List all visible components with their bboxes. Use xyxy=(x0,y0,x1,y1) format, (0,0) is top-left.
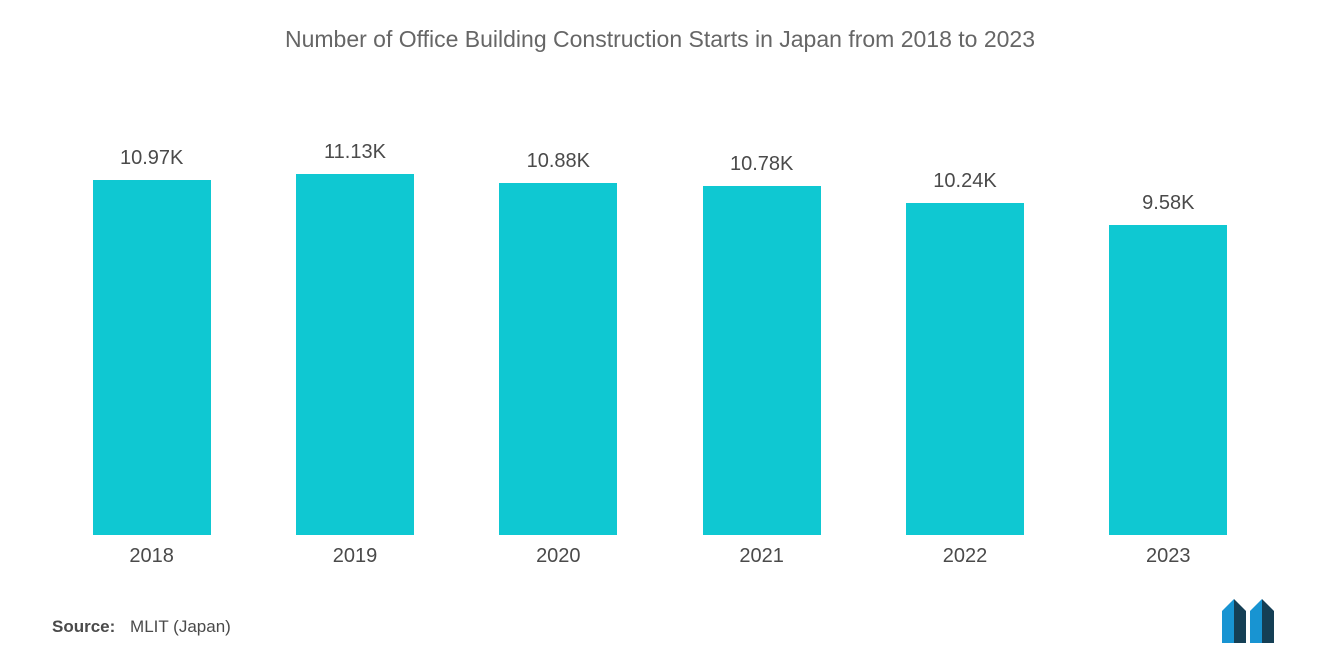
x-tick-label: 2021 xyxy=(660,545,863,568)
bar xyxy=(1109,225,1227,535)
brand-logo xyxy=(1220,597,1292,645)
bar-value-label: 10.78K xyxy=(660,153,863,176)
bar-column: 10.88K xyxy=(457,130,660,535)
bar-value-label: 10.97K xyxy=(50,147,253,170)
source-text: MLIT (Japan) xyxy=(130,617,231,636)
bar xyxy=(703,186,821,535)
x-tick-label: 2023 xyxy=(1067,545,1270,568)
source-label: Source: xyxy=(52,617,115,636)
bar xyxy=(906,203,1024,535)
logo-shape-4 xyxy=(1262,599,1274,643)
bar xyxy=(499,183,617,536)
x-tick-label: 2020 xyxy=(457,545,660,568)
plot-area: 10.97K11.13K10.88K10.78K10.24K9.58K xyxy=(50,130,1270,535)
x-tick-label: 2018 xyxy=(50,545,253,568)
bar xyxy=(296,174,414,535)
x-axis: 201820192020202120222023 xyxy=(50,545,1270,568)
x-tick-label: 2022 xyxy=(863,545,1066,568)
bar-column: 11.13K xyxy=(253,130,456,535)
logo-shape-1 xyxy=(1222,599,1234,643)
bar-value-label: 10.24K xyxy=(863,170,1066,193)
bars-group: 10.97K11.13K10.88K10.78K10.24K9.58K xyxy=(50,130,1270,535)
chart-title: Number of Office Building Construction S… xyxy=(0,0,1320,53)
bar-column: 9.58K xyxy=(1067,130,1270,535)
bar-column: 10.78K xyxy=(660,130,863,535)
bar-value-label: 10.88K xyxy=(457,150,660,173)
logo-shape-2 xyxy=(1234,599,1246,643)
chart-container: Number of Office Building Construction S… xyxy=(0,0,1320,665)
x-tick-label: 2019 xyxy=(253,545,456,568)
bar-column: 10.97K xyxy=(50,130,253,535)
bar-value-label: 9.58K xyxy=(1067,192,1270,215)
source-line: Source: MLIT (Japan) xyxy=(52,617,231,637)
bar xyxy=(93,180,211,535)
bar-column: 10.24K xyxy=(863,130,1066,535)
logo-shape-3 xyxy=(1250,599,1262,643)
bar-value-label: 11.13K xyxy=(253,141,456,164)
